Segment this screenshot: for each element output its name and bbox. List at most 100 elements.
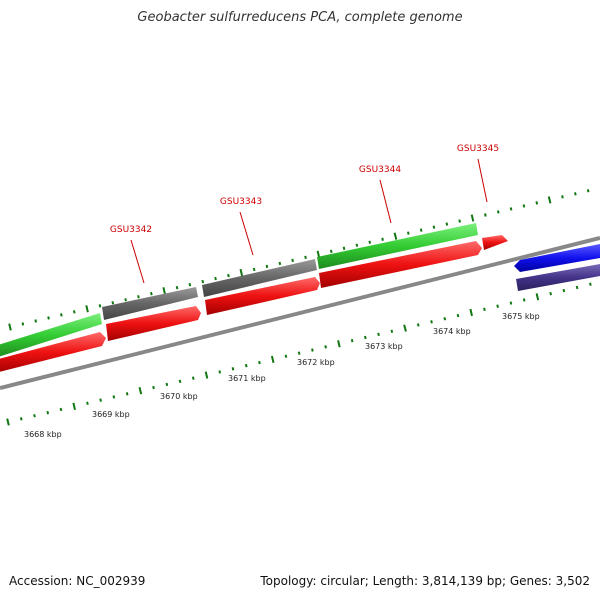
- scale-tick: [509, 301, 513, 305]
- gene-feature-red-4[interactable]: [319, 241, 482, 288]
- scale-tick: [416, 323, 420, 327]
- scale-tick: [165, 382, 169, 387]
- scale-tick: [456, 313, 460, 318]
- outer-tick: [98, 304, 102, 308]
- gene-feature-red-1[interactable]: [0, 332, 106, 373]
- outer-tick: [60, 313, 63, 317]
- outer-tick: [239, 268, 244, 277]
- kbp-scale-labels: 3668 kbp 3669 kbp 3670 kbp 3671 kbp 3672…: [24, 312, 540, 439]
- outer-tick: [445, 222, 449, 226]
- outer-tick-track: [8, 189, 590, 331]
- kbp-label-3671: 3671 kbp: [228, 374, 266, 383]
- kbp-label-3675: 3675 kbp: [502, 312, 540, 321]
- scale-tick: [6, 418, 10, 426]
- outer-tick: [407, 231, 410, 235]
- gene-feature-blue[interactable]: [514, 244, 600, 272]
- outer-tick: [188, 282, 192, 287]
- callout-line-gsu3343: [239, 211, 254, 256]
- gene-feature-red-3[interactable]: [205, 277, 320, 315]
- outer-tick: [355, 243, 359, 247]
- outer-tick: [368, 240, 372, 244]
- scale-tick: [430, 320, 433, 324]
- scale-tick: [284, 354, 288, 358]
- outer-tick: [137, 295, 140, 299]
- callout-line-gsu3342: [130, 239, 145, 284]
- outer-tick: [586, 189, 590, 193]
- outer-tick: [162, 287, 166, 295]
- gene-feature-gsu3342[interactable]: [102, 287, 198, 320]
- gene-label-gsu3344[interactable]: GSU3344: [359, 165, 401, 175]
- outer-tick: [419, 228, 423, 232]
- scale-tick: [496, 304, 499, 308]
- outer-tick: [201, 279, 205, 284]
- outer-tick: [21, 322, 25, 326]
- scale-tick: [72, 402, 76, 411]
- genome-summary-text: Topology: circular; Length: 3,814,139 bp…: [260, 574, 590, 588]
- kbp-scale-track: [6, 282, 592, 426]
- scale-tick: [204, 371, 209, 379]
- scale-tick: [178, 379, 182, 384]
- scale-tick: [19, 417, 23, 421]
- gene-label-gsu3343[interactable]: GSU3343: [220, 197, 262, 207]
- outer-tick: [561, 195, 564, 199]
- scale-tick: [350, 338, 354, 343]
- outer-tick: [393, 232, 398, 240]
- scale-tick: [46, 410, 50, 415]
- scale-tick: [483, 307, 486, 312]
- genome-title: Geobacter sulfurreducens PCA, complete g…: [137, 10, 463, 25]
- scale-tick: [297, 351, 301, 355]
- kbp-label-3669: 3669 kbp: [92, 410, 130, 419]
- scale-tick: [270, 355, 275, 364]
- scale-tick: [324, 345, 327, 349]
- kbp-label-3668: 3668 kbp: [24, 430, 62, 439]
- outer-tick: [470, 214, 475, 222]
- outer-tick: [124, 298, 127, 302]
- scale-tick: [589, 282, 592, 286]
- scale-tick: [112, 395, 116, 399]
- scale-tick: [244, 363, 248, 368]
- kbp-label-3670: 3670 kbp: [160, 392, 198, 401]
- kbp-label-3674: 3674 kbp: [433, 327, 471, 336]
- outer-tick: [304, 255, 307, 260]
- outer-tick: [214, 276, 217, 281]
- scale-tick: [469, 308, 473, 317]
- gene-label-gsu3345[interactable]: GSU3345: [457, 144, 499, 154]
- kbp-label-3672: 3672 kbp: [297, 358, 335, 367]
- scale-tick: [33, 414, 36, 418]
- scale-tick: [562, 288, 566, 293]
- gene-label-gsu3342[interactable]: GSU3342: [110, 225, 152, 235]
- gene-feature-green-left[interactable]: [0, 313, 102, 358]
- scale-tick: [99, 398, 102, 402]
- outer-tick: [381, 237, 384, 241]
- outer-tick: [278, 261, 282, 266]
- scale-tick: [403, 324, 407, 332]
- scale-tick: [535, 293, 540, 301]
- scale-tick: [311, 348, 314, 352]
- scale-tick: [191, 376, 195, 380]
- outer-tick: [342, 246, 346, 251]
- gene-feature-gsu3345[interactable]: [482, 235, 508, 250]
- outer-tick: [265, 264, 269, 269]
- gene-feature-gsu3344[interactable]: [317, 223, 478, 269]
- gene-feature-gsu3343[interactable]: [202, 259, 317, 297]
- outer-tick: [175, 285, 179, 290]
- outer-tick: [47, 316, 50, 320]
- outer-tick: [509, 207, 513, 211]
- gene-features: [0, 223, 600, 373]
- outer-tick: [150, 291, 153, 296]
- outer-tick: [458, 219, 461, 223]
- outer-tick: [291, 258, 294, 263]
- callout-line-gsu3344: [379, 179, 392, 224]
- gene-feature-red-2[interactable]: [106, 306, 201, 341]
- scale-tick: [337, 340, 341, 348]
- gene-feature-purple[interactable]: [516, 264, 600, 291]
- scale-tick: [258, 360, 261, 365]
- scale-tick: [364, 335, 367, 340]
- outer-tick: [496, 210, 500, 214]
- outer-tick: [522, 204, 526, 208]
- gene-labels: GSU3342 GSU3343 GSU3344 GSU3345: [110, 144, 499, 235]
- scale-tick: [152, 385, 155, 390]
- scale-tick: [218, 370, 222, 374]
- scale-tick: [59, 407, 63, 412]
